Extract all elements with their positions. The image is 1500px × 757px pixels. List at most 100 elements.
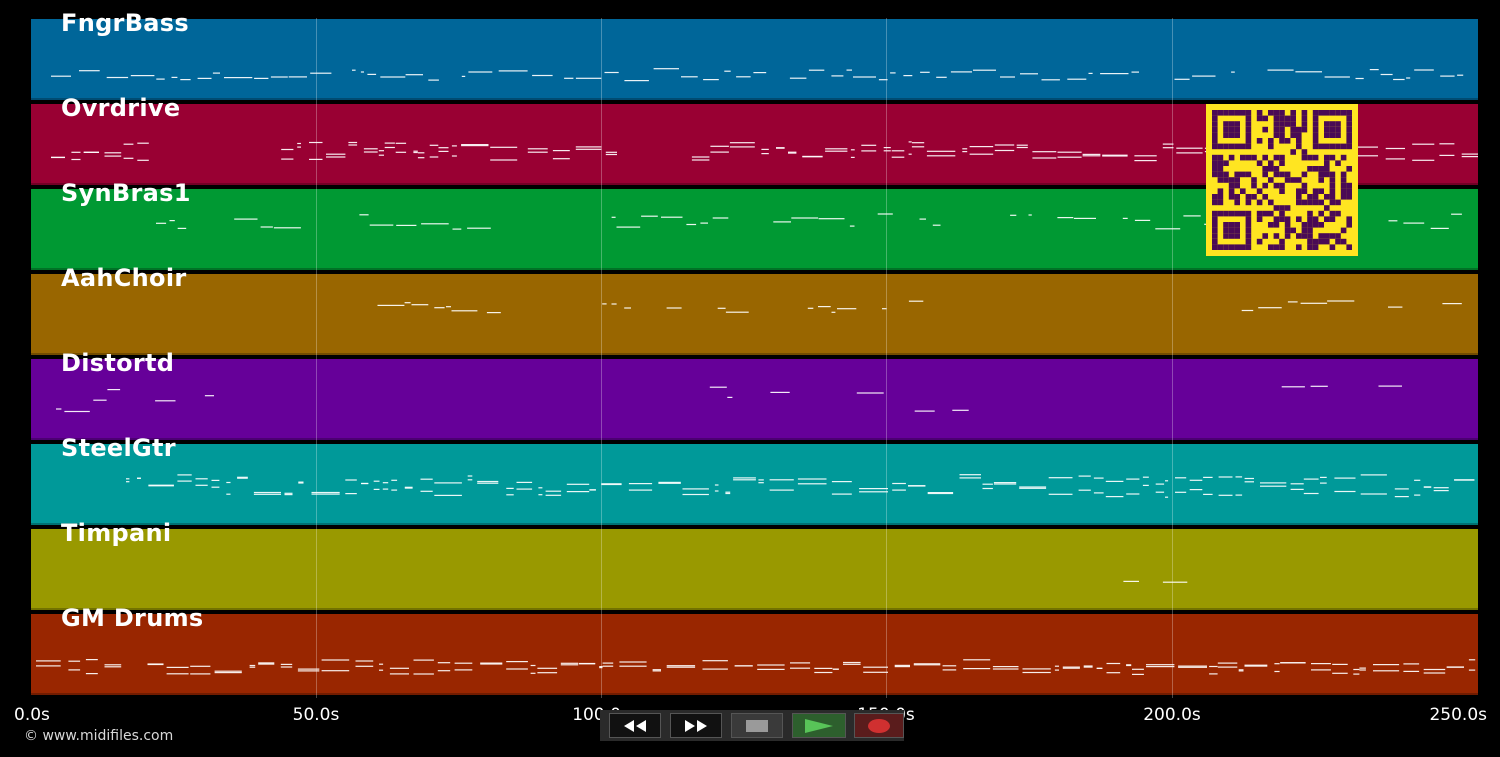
qr-module (1324, 132, 1330, 138)
track-lane-fngrbass[interactable]: FngrBass (31, 9, 1478, 100)
note-segment (1373, 670, 1400, 672)
qr-module (1234, 121, 1240, 127)
qr-module (1268, 160, 1274, 166)
qr-code[interactable] (1206, 104, 1358, 256)
note-segment (280, 663, 293, 665)
qr-module (1217, 110, 1224, 116)
note-segment (1203, 493, 1213, 495)
note-segment (863, 666, 888, 668)
track-lane-aahchoir[interactable]: AahChoir (31, 264, 1478, 355)
note-segment (807, 307, 814, 309)
note-segment (237, 477, 248, 479)
note-segment (1146, 664, 1175, 666)
qr-module (1273, 110, 1280, 116)
note-segment (926, 150, 956, 152)
note-segment (1373, 664, 1400, 666)
note-segment (770, 391, 790, 393)
qr-module (1279, 182, 1285, 189)
note-segment (602, 665, 614, 667)
qr-module (1296, 177, 1302, 183)
qr-module (1223, 227, 1229, 234)
note-segment (1082, 155, 1101, 157)
qr-module (1262, 166, 1268, 172)
note-segment (717, 307, 726, 309)
qr-module (1245, 227, 1252, 234)
track-lane-timpani[interactable]: Timpani (31, 519, 1478, 610)
note-segment (36, 665, 61, 667)
note-segment (927, 492, 954, 495)
note-segment (1353, 668, 1360, 671)
note-segment (106, 76, 129, 79)
note-segment (791, 217, 819, 219)
note-segment (379, 669, 384, 671)
note-segment (1332, 663, 1348, 665)
note-segment (1192, 75, 1216, 77)
note-segment (628, 489, 653, 491)
qr-module (1329, 210, 1336, 217)
record-button[interactable] (854, 713, 904, 738)
note-segment (725, 311, 749, 313)
note-segment (1067, 78, 1087, 80)
qr-module (1251, 194, 1257, 200)
note-segment (404, 486, 413, 488)
track-lane-steelgtr[interactable]: SteelGtr (31, 434, 1478, 525)
note-segment (963, 659, 991, 661)
note-segment (281, 148, 294, 151)
note-segment (156, 222, 167, 224)
qr-module (1307, 222, 1313, 228)
note-segment (1303, 492, 1319, 495)
note-segment (1134, 219, 1151, 221)
qr-module (1245, 138, 1252, 144)
qr-module (1340, 171, 1347, 178)
note-segment (1468, 659, 1476, 661)
note-segment (710, 151, 729, 153)
qr-module (1228, 233, 1235, 239)
note-segment (1175, 491, 1187, 493)
note-segment (624, 80, 649, 82)
note-segment (177, 474, 192, 476)
note-segment (1126, 478, 1140, 480)
qr-module (1296, 132, 1302, 138)
qr-module (1234, 182, 1240, 189)
note-segment (891, 150, 905, 152)
qr-module (1284, 138, 1291, 144)
play-button[interactable] (792, 713, 846, 738)
track-lane-gm-drums[interactable]: GM Drums (31, 604, 1478, 695)
qr-module (1318, 110, 1324, 116)
note-segment (920, 71, 930, 73)
note-segment (538, 494, 543, 496)
qr-module (1335, 132, 1341, 138)
fast-forward-button[interactable] (670, 713, 722, 738)
note-segment (104, 664, 122, 666)
note-segment (126, 481, 130, 483)
qr-module (1268, 166, 1274, 172)
time-tick-200: 200.0s (1143, 705, 1201, 725)
qr-module (1284, 205, 1291, 211)
note-segment (68, 660, 81, 662)
note-segment (420, 490, 433, 492)
note-segment (682, 488, 709, 490)
qr-module (1262, 171, 1268, 178)
note-segment (1054, 665, 1059, 667)
note-segment (68, 669, 81, 671)
qr-module (1346, 166, 1352, 172)
qr-module (1279, 132, 1285, 138)
track-lane-distortd[interactable]: Distortd (31, 349, 1478, 440)
qr-module (1268, 199, 1274, 206)
note-segment (1132, 673, 1144, 675)
note-segment (258, 663, 275, 665)
note-segment (180, 79, 191, 81)
qr-module (1279, 210, 1285, 217)
note-segment (384, 142, 395, 144)
note-segment (382, 482, 389, 484)
note-segment (661, 216, 683, 218)
stop-button[interactable] (731, 713, 783, 738)
note-segment (776, 147, 785, 149)
qr-module (1312, 121, 1319, 127)
note-segment (1132, 668, 1144, 670)
qr-module (1223, 171, 1229, 178)
note-segment (380, 76, 406, 78)
note-segment (1010, 214, 1017, 216)
note-segment (843, 663, 861, 665)
rewind-button[interactable] (609, 713, 661, 738)
